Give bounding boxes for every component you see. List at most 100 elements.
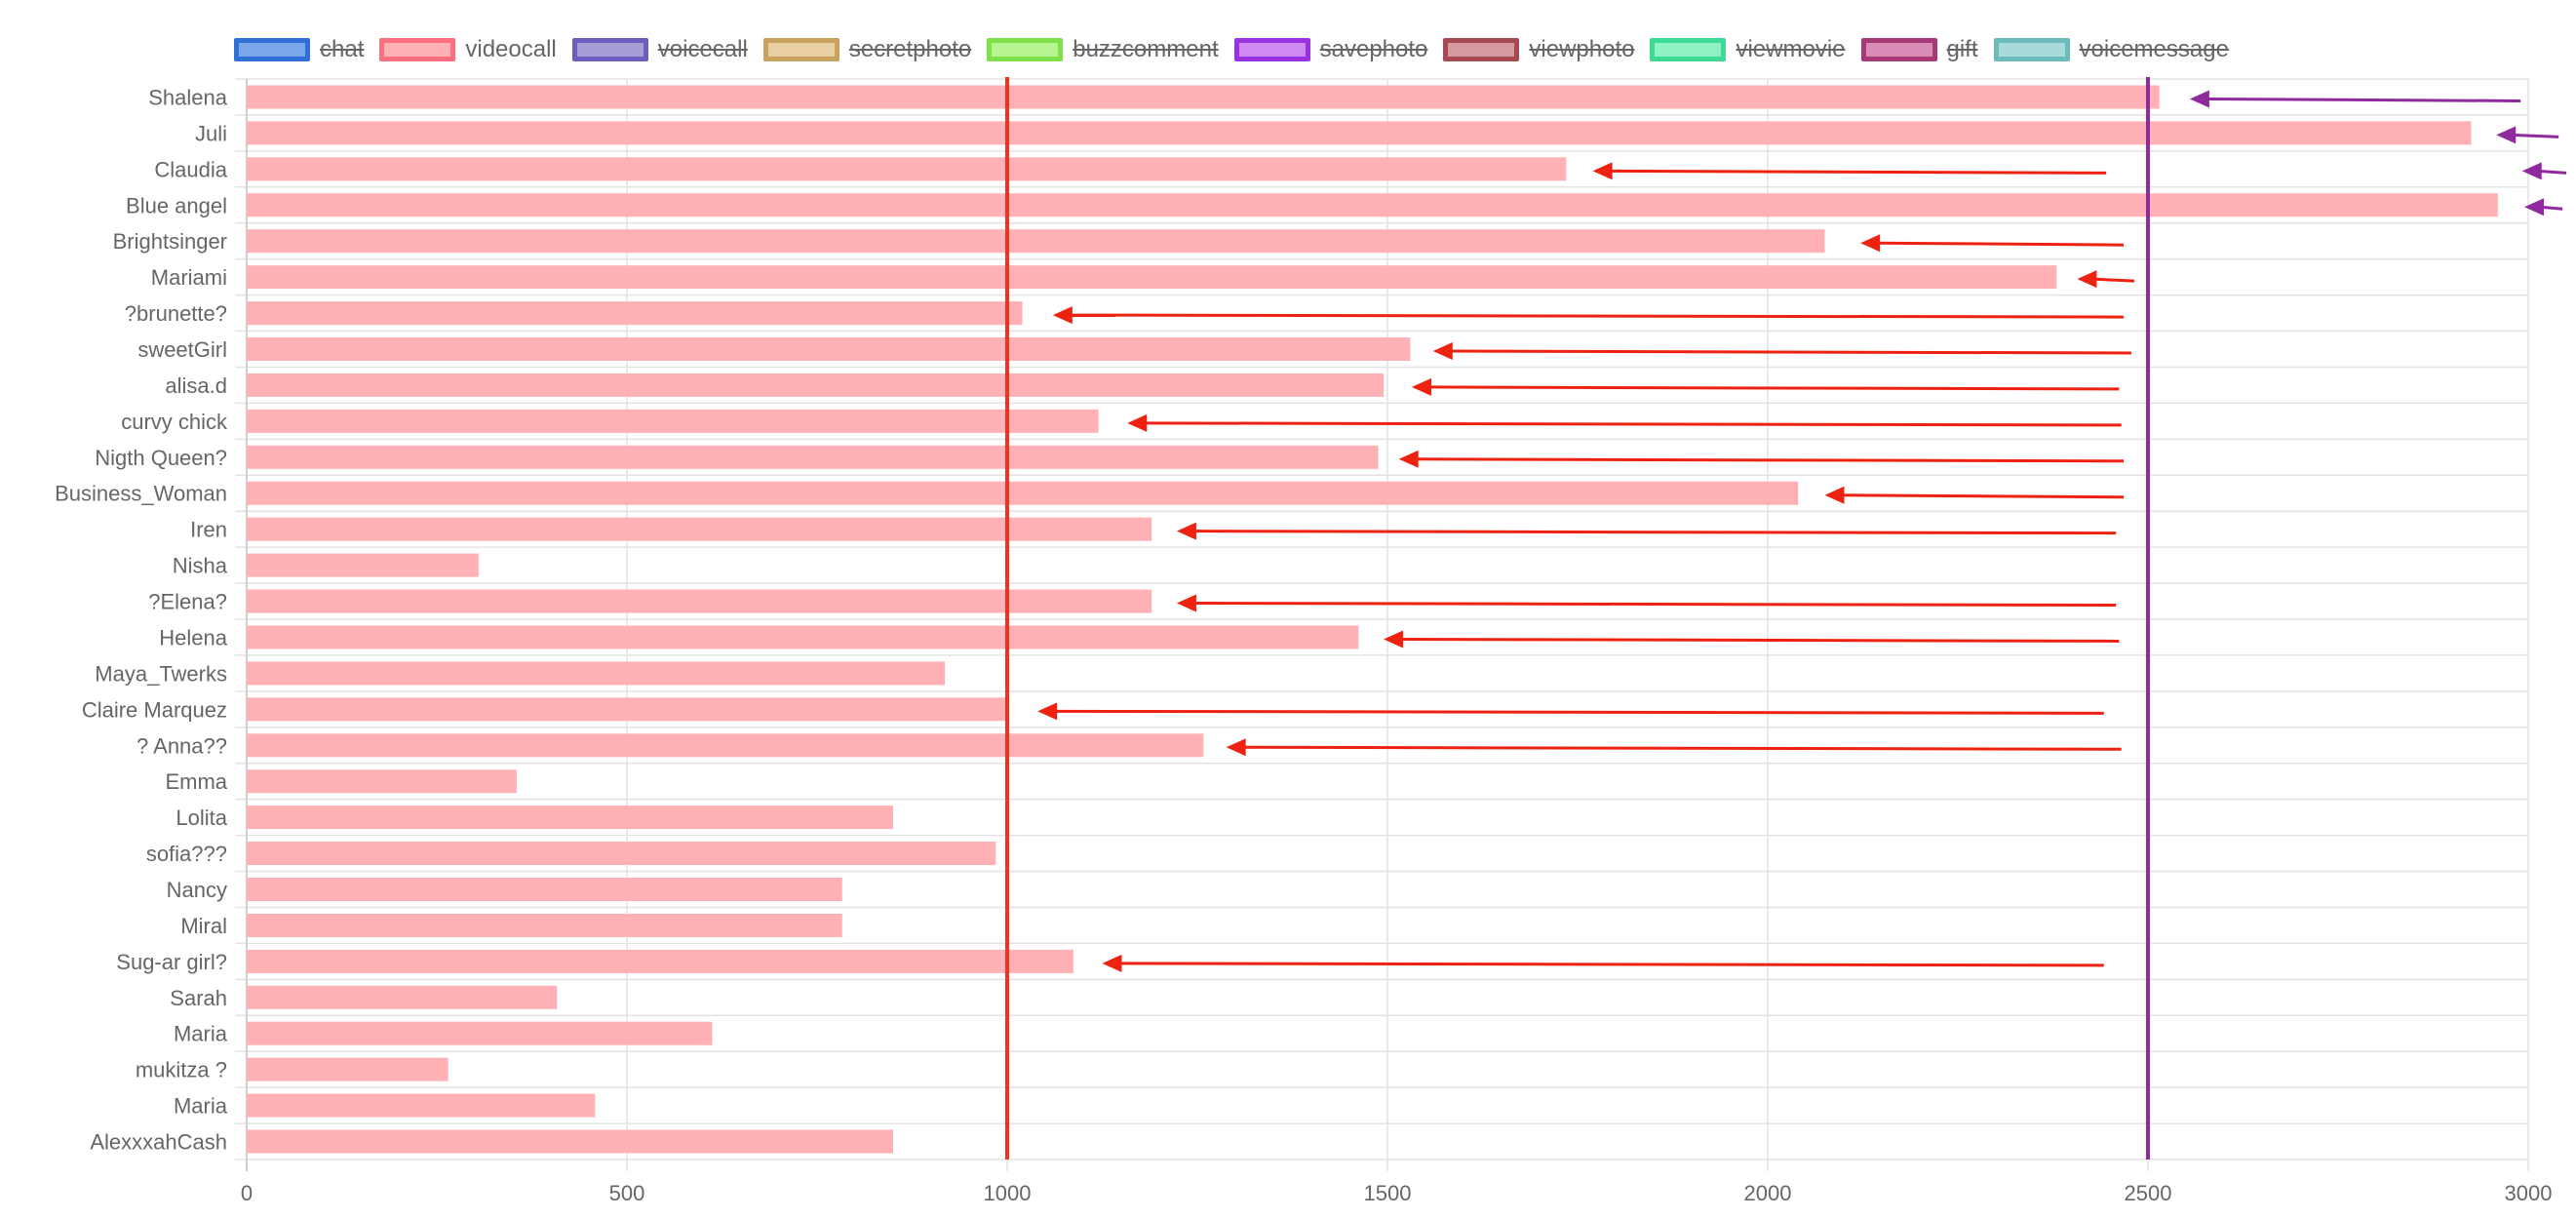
x-axis-label: 1000	[984, 1181, 1032, 1205]
bar-videocall	[247, 193, 2498, 217]
y-axis-label: Sug-ar girl?	[116, 950, 227, 974]
y-axis-label: Mariami	[151, 265, 227, 290]
bar-videocall	[247, 661, 946, 686]
annotation-arrow	[1102, 954, 2104, 972]
legend-item[interactable]: voicecall	[571, 36, 748, 63]
arrow-head	[1176, 594, 1196, 612]
bar-videocall	[247, 409, 1099, 433]
bar-videocall	[247, 337, 1411, 361]
y-axis-label: Juli	[195, 121, 227, 145]
legend-label: buzzcomment	[1073, 36, 1219, 62]
bar-videocall	[247, 85, 2160, 109]
arrow-head	[1176, 522, 1196, 540]
y-axis-label: Claudia	[154, 157, 227, 181]
bar-videocall	[247, 733, 1204, 758]
arrow-shaft	[1399, 637, 2120, 643]
annotation-arrow	[1824, 486, 2125, 504]
bar-videocall	[247, 373, 1385, 397]
arrow-shaft	[1241, 745, 2122, 751]
y-axis-label: Claire Marquez	[82, 697, 227, 722]
legend-label: savephoto	[1319, 36, 1428, 62]
arrow-shaft	[1143, 421, 2122, 427]
arrow-head	[2077, 270, 2097, 289]
bar-videocall	[247, 445, 1379, 469]
arrow-shaft	[1840, 493, 2125, 499]
arrow-head	[1860, 234, 1881, 253]
bar-videocall	[247, 878, 842, 901]
annotation-arrow	[1127, 413, 2122, 432]
arrow-head	[2189, 90, 2209, 108]
y-axis-label: Blue angel	[126, 193, 227, 217]
legend-item[interactable]: videocall	[379, 36, 557, 63]
legend-label: gift	[1946, 36, 1978, 62]
arrow-shaft	[1608, 169, 2107, 175]
y-axis-label: Sarah	[170, 986, 227, 1010]
annotation-arrow	[2521, 162, 2567, 180]
y-axis-label: mukitza ?	[136, 1058, 227, 1082]
annotation-arrow	[1592, 162, 2107, 180]
legend-swatch	[1650, 38, 1727, 61]
arrow-shaft	[1876, 241, 2125, 247]
x-axis-label: 0	[241, 1181, 253, 1205]
annotation-arrow	[2077, 270, 2135, 289]
bar-videocall	[247, 589, 1152, 613]
arrow-head	[1824, 486, 1845, 504]
arrow-head	[1432, 342, 1453, 360]
annotation-arrow	[1860, 234, 2125, 253]
arrow-shaft	[1068, 313, 2125, 319]
bar-videocall	[247, 553, 479, 577]
reference-lines	[1005, 77, 2150, 1160]
annotation-arrow	[1037, 702, 2104, 721]
bar-videocall	[247, 949, 1073, 973]
y-axis-label: Helena	[159, 625, 227, 649]
bar-videocall	[247, 1021, 713, 1045]
legend-label: voicemessage	[2079, 36, 2229, 62]
bar-videocall	[247, 265, 2057, 290]
arrow-shaft	[2537, 169, 2567, 175]
bar-videocall	[247, 121, 2472, 145]
y-axis-label: ?Elena?	[148, 590, 227, 614]
y-axis-label: Maya_Twerks	[95, 661, 227, 686]
annotation-arrow	[1226, 738, 2122, 757]
y-axis-label: Shalena	[148, 85, 228, 109]
y-axis-label: ? Anna??	[137, 733, 227, 758]
chart-bars	[247, 85, 2498, 1154]
arrow-head	[1411, 377, 1431, 396]
legend-item[interactable]: viewphoto	[1443, 36, 1634, 63]
x-axis-label: 500	[609, 1181, 645, 1205]
legend-label: viewmovie	[1736, 36, 1846, 62]
arrow-head	[1398, 450, 1419, 468]
legend-item[interactable]: voicemessage	[1993, 36, 2229, 63]
arrow-shaft	[1191, 530, 2117, 535]
annotation-arrow	[2189, 90, 2521, 108]
legend-swatch	[987, 38, 1064, 61]
arrow-head	[1592, 162, 1613, 180]
legend-item[interactable]: gift	[1860, 36, 1978, 63]
bar-videocall	[247, 1057, 449, 1081]
legend-label: secretphoto	[848, 36, 972, 62]
legend-item[interactable]: viewmovie	[1650, 36, 1846, 63]
bar-videocall	[247, 301, 1023, 326]
bar-videocall	[247, 229, 1825, 254]
legend-item[interactable]: buzzcomment	[987, 36, 1219, 63]
legend-label: viewphoto	[1529, 36, 1635, 62]
legend-swatch	[1993, 38, 2070, 61]
bar-videocall	[247, 517, 1152, 541]
bar-videocall	[247, 625, 1359, 649]
legend-label: chat	[320, 36, 365, 62]
y-axis-label: Iren	[190, 518, 227, 542]
legend-item[interactable]: chat	[234, 36, 364, 63]
arrow-head	[1384, 630, 1404, 649]
legend-item[interactable]: savephoto	[1233, 36, 1428, 63]
arrow-head	[1102, 954, 1122, 972]
arrow-head	[1052, 306, 1073, 325]
arrow-head	[2521, 162, 2542, 180]
y-axis-label: curvy chick	[121, 410, 228, 434]
bar-videocall	[247, 157, 1567, 181]
legend-item[interactable]: secretphoto	[762, 36, 972, 63]
y-axis-label: Nancy	[167, 878, 227, 902]
x-axis-label: 1500	[1364, 1181, 1412, 1205]
arrow-shaft	[1117, 962, 2104, 967]
arrow-shaft	[1448, 349, 2131, 355]
